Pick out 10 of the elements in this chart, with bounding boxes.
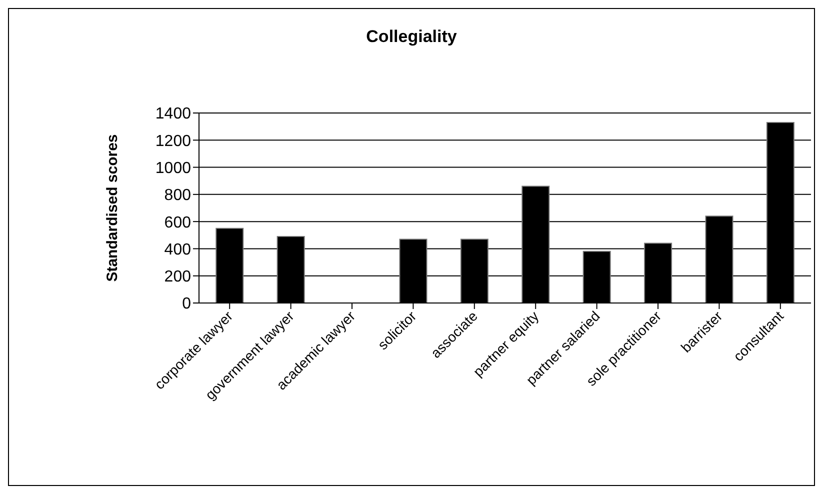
y-tick-label: 1400 (155, 106, 192, 123)
y-axis-title: Standardised scores (104, 134, 121, 282)
y-tick-label: 1200 (155, 132, 192, 150)
chart-title: Collegiality (365, 27, 458, 47)
y-tick-label: 0 (182, 296, 192, 313)
y-tick-label: 1000 (155, 160, 192, 177)
y-tick-label: 200 (164, 268, 192, 286)
y-tick-label: 600 (164, 214, 192, 232)
y-tick-label: 800 (164, 187, 192, 204)
y-tick-label: 400 (164, 241, 192, 258)
